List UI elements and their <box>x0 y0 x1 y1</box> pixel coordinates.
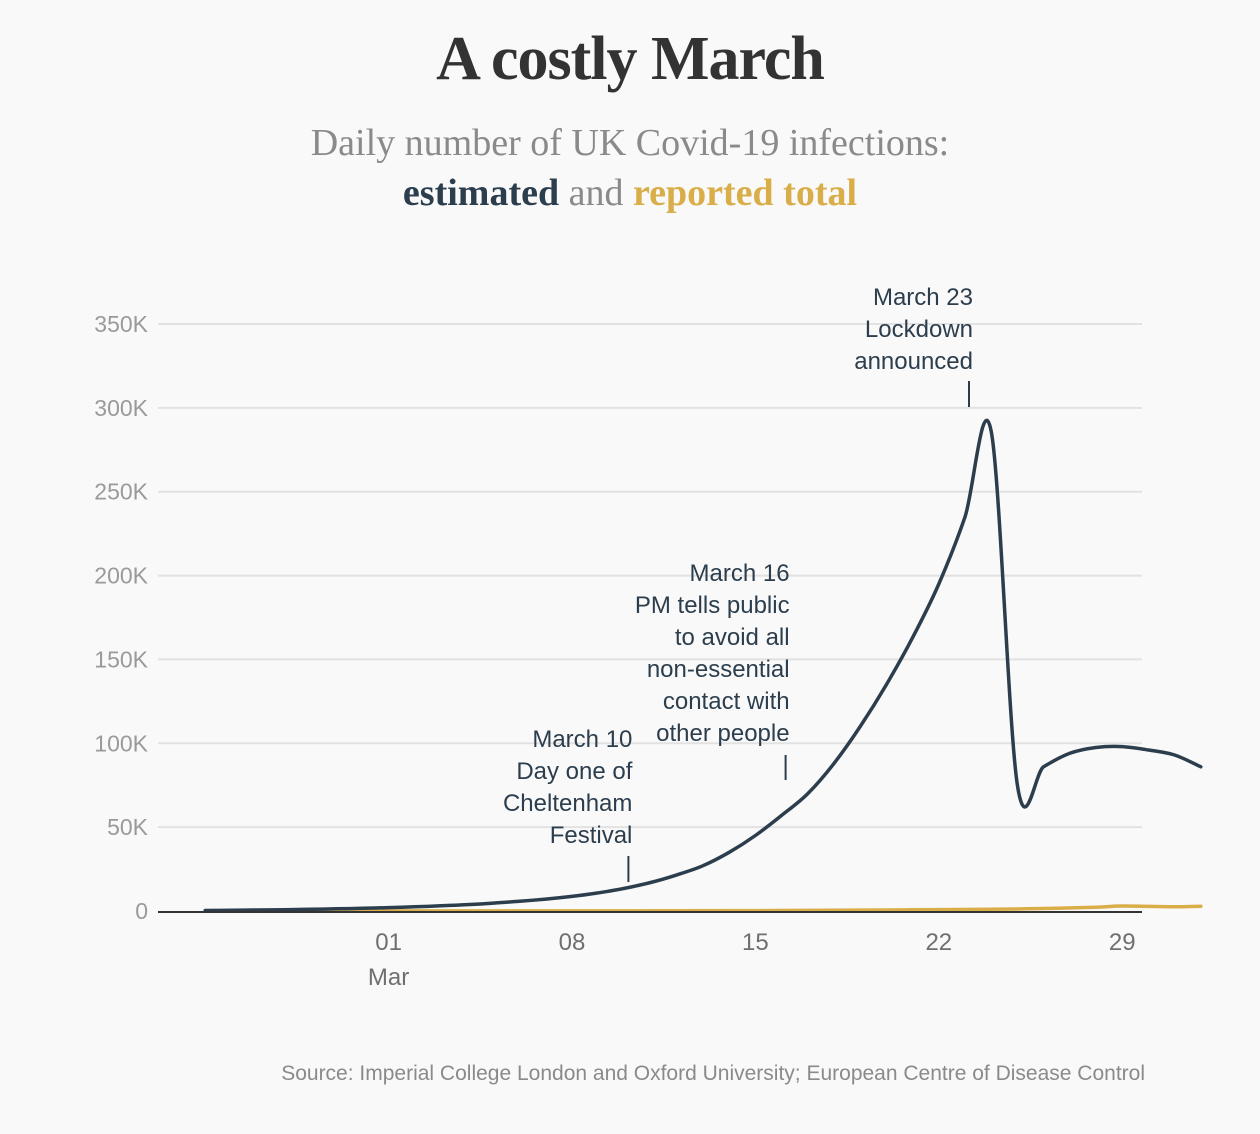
y-axis-ticks: 0 50K 100K 150K 200K 250K 300K 350K <box>94 311 148 924</box>
annotation-text: Cheltenham <box>503 790 632 817</box>
annotation-text: contact with <box>663 688 790 715</box>
series-line-estimated <box>203 418 1203 913</box>
x-tick-sublabel: Mar <box>368 964 409 991</box>
y-tick-label: 200K <box>94 563 148 589</box>
chart-title: A costly March <box>436 25 825 93</box>
annotation-text: PM tells public <box>635 592 790 619</box>
annotation-text: announced <box>854 348 973 375</box>
annotations: March 10 Day one of Cheltenham Festival Marc… <box>503 284 973 882</box>
grid-lines <box>158 323 1142 829</box>
y-tick-label: 100K <box>94 730 148 756</box>
y-tick-label: 300K <box>94 395 148 421</box>
chart-subtitle: Daily number of UK Covid-19 infections: … <box>0 118 1260 218</box>
y-tick-label: 50K <box>107 814 149 840</box>
annotation-text: to avoid all <box>675 624 790 651</box>
subtitle-estimated: estimated <box>402 172 560 214</box>
series-line-reported-total <box>203 904 1203 913</box>
annotation-text: other people <box>656 720 789 747</box>
x-tick-label: 08 <box>559 929 586 956</box>
annotation-text: Day one of <box>516 758 632 785</box>
x-tick-label: 22 <box>925 929 952 956</box>
y-tick-label: 0 <box>135 898 148 924</box>
x-tick-label: 15 <box>742 929 769 956</box>
y-tick-label: 150K <box>94 646 148 672</box>
subtitle-line2: estimated and reported total <box>0 168 1260 218</box>
annotation-text: non-essential <box>647 656 790 683</box>
annotation-text: March 16 <box>690 560 790 587</box>
subtitle-reported: reported total <box>632 172 858 214</box>
y-tick-label: 250K <box>94 479 148 505</box>
annotation-text: March 10 <box>532 726 632 753</box>
x-axis-ticks: 01 Mar 08 15 22 29 <box>368 929 1136 991</box>
subtitle-and: and <box>568 172 624 214</box>
y-tick-label: 350K <box>94 311 148 337</box>
series-lines <box>158 418 1203 913</box>
annotation-text: Festival <box>550 822 633 849</box>
annotation-text: Lockdown <box>865 316 973 343</box>
source-note: Source: Imperial College London and Oxfo… <box>281 1062 1145 1085</box>
x-tick-label: 29 <box>1109 929 1136 956</box>
subtitle-line1: Daily number of UK Covid-19 infections: <box>310 122 950 164</box>
x-tick-label: 01 <box>375 929 402 956</box>
annotation-text: March 23 <box>873 284 973 311</box>
